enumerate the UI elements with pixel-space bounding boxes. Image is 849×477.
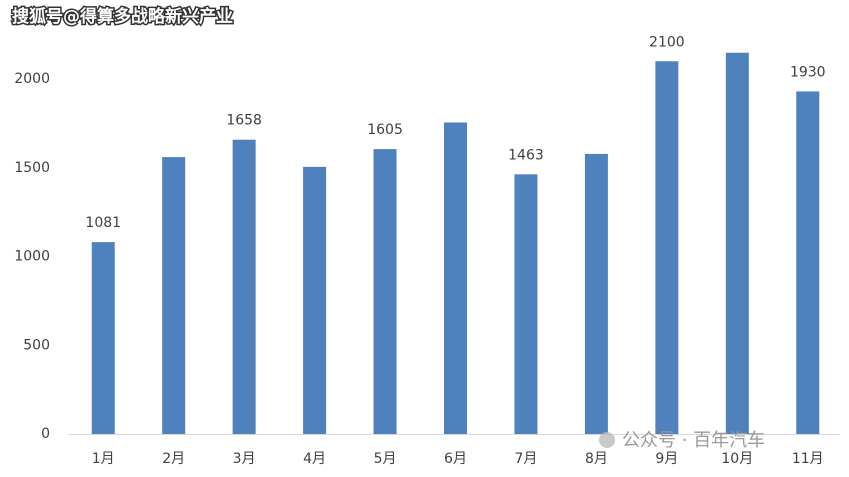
watermark-icon (599, 432, 615, 448)
x-tick-label: 2月 (162, 451, 185, 467)
x-tick-label: 3月 (233, 451, 256, 467)
x-tick-label: 6月 (444, 451, 467, 467)
bar (796, 91, 820, 435)
x-tick-label: 10月 (721, 451, 753, 467)
data-label: 2100 (649, 34, 685, 50)
bar (655, 61, 679, 434)
x-tick-label: 7月 (514, 451, 537, 467)
bar (91, 242, 115, 434)
watermark: 搜狐号@得算多战略新兴产业 (12, 6, 233, 27)
bar (514, 174, 538, 434)
bar (303, 166, 327, 435)
x-tick-label: 1月 (92, 451, 115, 467)
y-tick-label: 1000 (14, 249, 50, 265)
y-tick-label: 0 (41, 426, 50, 442)
bar (444, 122, 467, 435)
bar (232, 139, 256, 434)
x-tick-label: 11月 (792, 451, 824, 467)
x-tick-label: 8月 (585, 451, 608, 467)
watermark: 公众号 · 百年汽车 (622, 430, 765, 451)
x-tick-label: 5月 (374, 451, 397, 467)
y-tick-label: 2000 (14, 71, 50, 87)
data-label: 1081 (85, 215, 121, 231)
data-label: 1930 (790, 64, 826, 80)
y-tick-label: 1500 (14, 160, 50, 176)
data-label: 1463 (508, 147, 544, 163)
bar (162, 157, 186, 434)
y-tick-label: 500 (23, 337, 50, 353)
data-label: 1658 (226, 113, 262, 129)
x-tick-label: 9月 (655, 451, 678, 467)
bar (373, 149, 397, 435)
x-tick-label: 4月 (303, 451, 326, 467)
data-label: 1605 (367, 122, 403, 138)
bar (584, 153, 608, 434)
bar (725, 52, 749, 434)
